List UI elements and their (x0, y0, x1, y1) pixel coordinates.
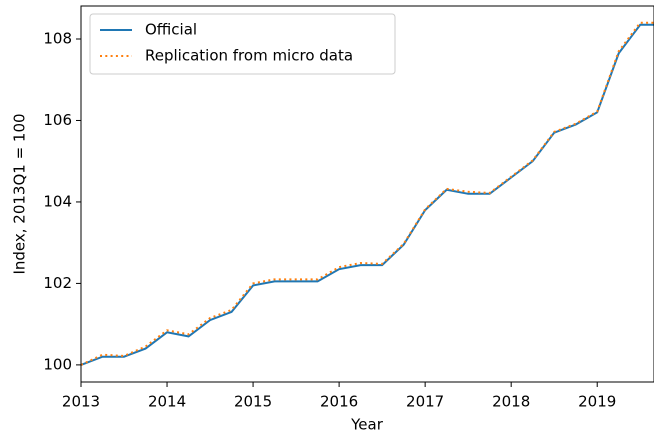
series-line (81, 23, 654, 366)
x-tick-label: 2015 (234, 393, 272, 411)
legend-label: Official (145, 21, 197, 39)
x-tick-label: 2018 (492, 393, 530, 411)
x-tick-label: 2014 (148, 393, 186, 411)
x-tick-label: 2019 (578, 393, 616, 411)
x-tick-label: 2017 (406, 393, 444, 411)
plot-frame (80, 5, 654, 383)
y-tick-label: 102 (43, 274, 72, 292)
y-tick-label: 104 (43, 192, 72, 210)
series-line (81, 21, 654, 366)
x-tick-label: 2016 (320, 393, 358, 411)
y-tick-label: 100 (43, 355, 72, 373)
x-axis-label: Year (350, 416, 384, 434)
y-tick-label: 106 (43, 111, 72, 129)
x-tick-label: 2013 (62, 393, 100, 411)
legend-box (89, 13, 396, 75)
plot-lines (81, 21, 654, 366)
y-tick-label: 108 (43, 29, 72, 47)
legend-label: Replication from micro data (145, 47, 353, 65)
y-axis-label: Index, 2013Q1 = 100 (11, 113, 29, 274)
